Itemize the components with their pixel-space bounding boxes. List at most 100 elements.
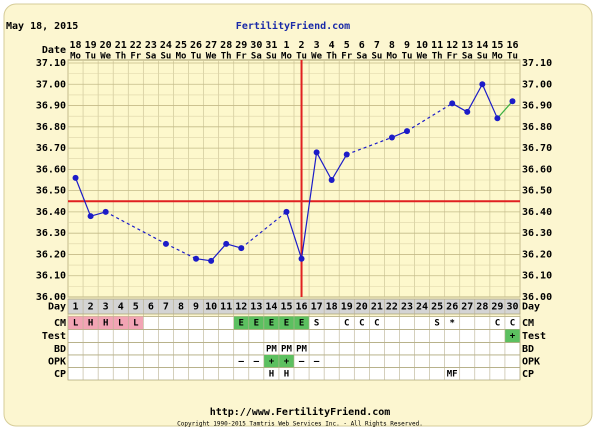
y-tick-label-right: 36.20: [522, 249, 552, 260]
weekday-label: Mo: [281, 52, 292, 62]
weekday-label: We: [206, 52, 217, 62]
cell-value: +: [284, 357, 290, 367]
cell-value: C: [359, 319, 364, 329]
y-tick-label-right: 37.00: [522, 79, 552, 90]
temp-segment: [496, 100, 513, 119]
date-label: 3: [314, 40, 320, 51]
date-label: 20: [100, 40, 112, 51]
temp-point: [87, 213, 94, 220]
date-label: 28: [220, 40, 232, 51]
y-tick-label: 36.40: [36, 207, 66, 218]
row-label: CP: [54, 369, 66, 380]
weekday-label: We: [311, 52, 322, 62]
row-label-right: CP: [522, 369, 534, 380]
day-number: 21: [371, 302, 383, 313]
weekday-label: Tu: [191, 52, 202, 62]
date-label: 4: [329, 40, 335, 51]
temp-point: [388, 134, 395, 141]
weekday-label: Th: [432, 52, 443, 62]
row-label: OPK: [48, 356, 66, 367]
temp-point: [313, 149, 320, 156]
cell-value: –: [314, 357, 320, 367]
y-tick-label: 36.00: [36, 292, 66, 303]
weekday-label: Sa: [251, 52, 262, 62]
cell-value: H: [284, 369, 289, 379]
date-label: 1: [283, 40, 289, 51]
cell-value: C: [374, 319, 379, 329]
weekday-label: Th: [221, 52, 232, 62]
row-label: Day: [48, 302, 66, 313]
day-number: 12: [235, 302, 247, 313]
y-tick-label: 36.70: [36, 143, 66, 154]
temp-point: [464, 108, 471, 115]
temp-point: [404, 128, 410, 135]
date-label: 6: [359, 40, 365, 51]
temp-point: [479, 81, 486, 88]
y-tick-label: 37.00: [36, 79, 66, 90]
y-tick-label-right: 36.00: [522, 292, 552, 303]
weekday-label: Su: [161, 52, 172, 62]
cell-value: PM: [281, 344, 292, 354]
date-label: 2: [299, 40, 305, 51]
weekday-label: Sa: [145, 52, 156, 62]
cell-value: S: [434, 319, 439, 329]
temp-segment: [300, 152, 318, 259]
cell-value: E: [239, 319, 244, 329]
weekday-label: Fr: [341, 52, 352, 62]
temp-point: [102, 208, 109, 215]
weekday-label: Mo: [387, 52, 398, 62]
site-name: FertilityFriend.com: [236, 20, 350, 32]
temp-segment: [105, 211, 167, 245]
y-tick-label-right: 36.90: [522, 101, 552, 112]
date-label: 9: [404, 40, 410, 51]
date-label: 10: [416, 40, 428, 51]
day-number: 24: [416, 302, 428, 313]
day-number: 28: [476, 302, 488, 313]
date-label: 15: [491, 40, 503, 51]
date-label: 22: [130, 40, 142, 51]
day-number: 15: [280, 302, 292, 313]
temp-point: [223, 240, 230, 247]
date-label: 14: [476, 40, 488, 51]
temp-point: [283, 208, 290, 215]
cell-highlight: [278, 355, 294, 368]
footer-url: http://www.FertilityFriend.com: [210, 406, 391, 418]
day-number: 29: [491, 302, 503, 313]
y-tick-label-right: 36.30: [522, 228, 552, 239]
day-number: 18: [326, 302, 338, 313]
date-label: 21: [115, 40, 127, 51]
cell-highlight: [263, 316, 279, 330]
cell-value: E: [299, 319, 304, 329]
date-label: 26: [190, 40, 202, 51]
weekday-label: Tu: [507, 52, 518, 62]
chart-date: May 18, 2015: [6, 21, 78, 32]
day-number: 25: [431, 302, 443, 313]
row-label-right: Test: [522, 331, 546, 342]
weekday-label: Mo: [70, 52, 81, 62]
y-tick-label-right: 36.70: [522, 143, 552, 154]
weekday-label: Fr: [447, 52, 458, 62]
day-number: 14: [265, 302, 277, 313]
date-label: 23: [145, 40, 157, 51]
weekday-label: Tu: [402, 52, 413, 62]
y-tick-label: 36.90: [36, 101, 66, 112]
day-number: 13: [250, 302, 262, 313]
cell-value: PM: [266, 344, 277, 354]
date-label: 24: [160, 40, 172, 51]
y-tick-label-right: 37.10: [522, 58, 552, 69]
cell-highlight: [113, 316, 129, 330]
weekday-label: Fr: [130, 52, 141, 62]
date-label: 19: [85, 40, 97, 51]
cell-highlight: [68, 316, 84, 330]
weekday-label: Sa: [462, 52, 473, 62]
cell-value: –: [299, 357, 305, 367]
weekday-label: Tu: [85, 52, 96, 62]
day-number: 20: [356, 302, 368, 313]
cell-value: –: [254, 357, 260, 367]
y-tick-label-right: 36.80: [522, 122, 552, 133]
cell-value: PM: [296, 344, 307, 354]
temp-segment: [316, 152, 333, 181]
day-number: 16: [296, 302, 308, 313]
cell-highlight: [278, 316, 294, 330]
